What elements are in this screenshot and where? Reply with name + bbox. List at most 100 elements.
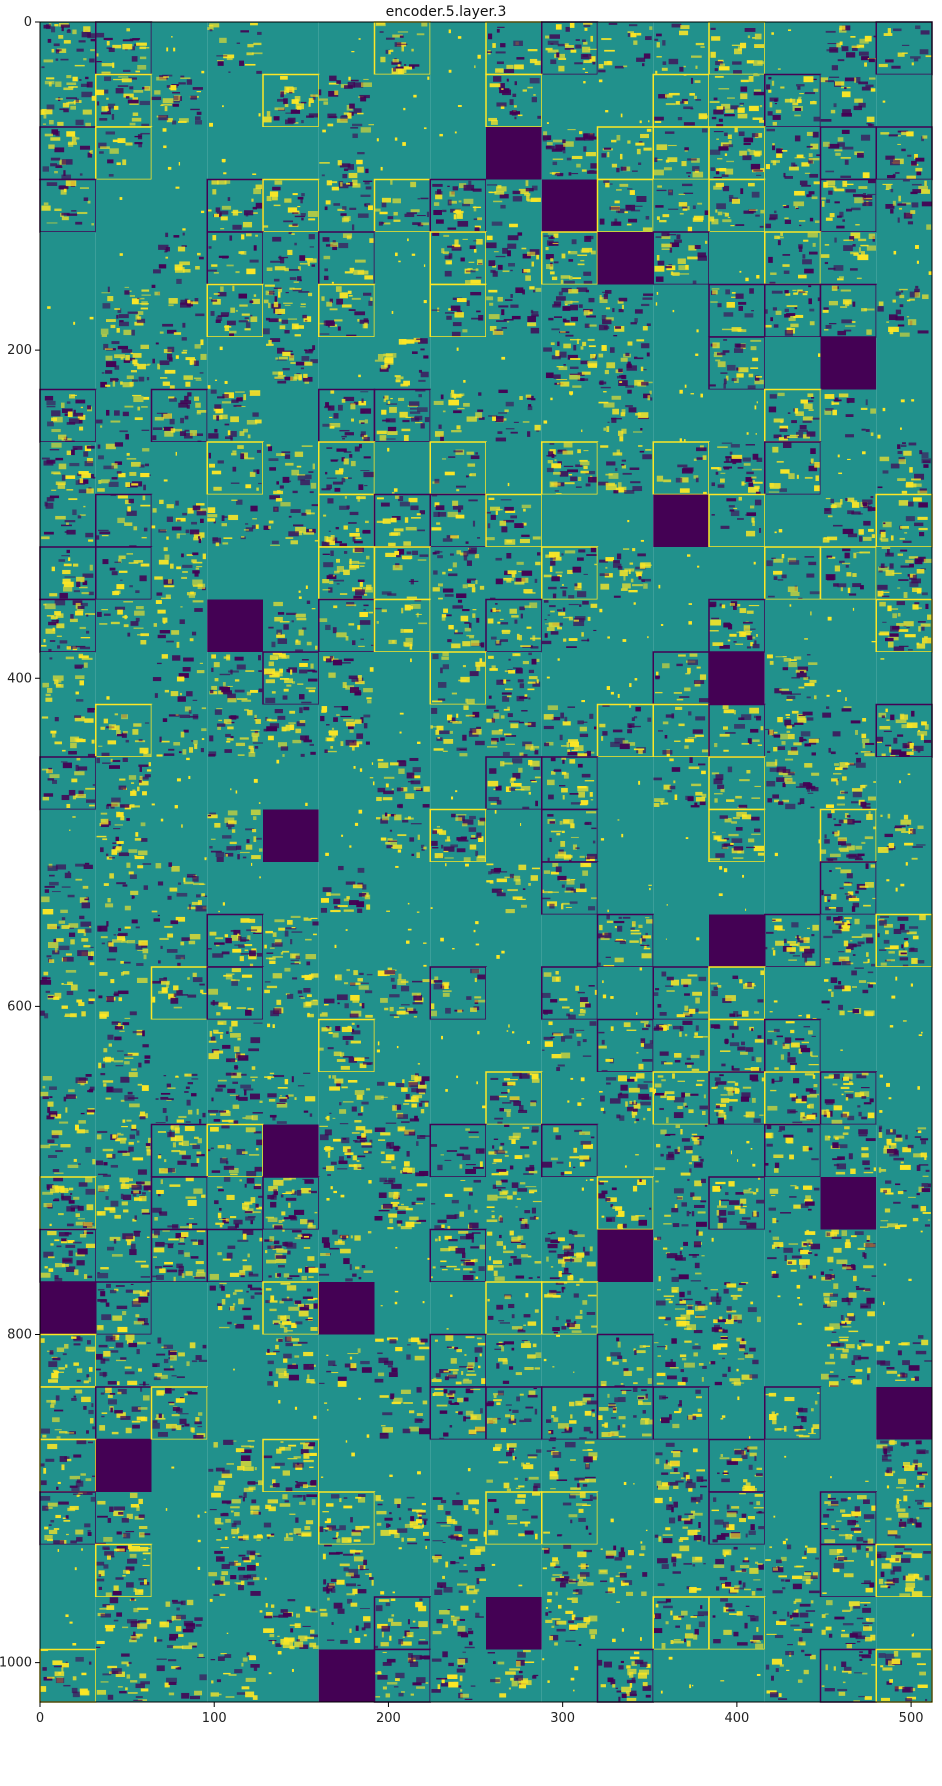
activation-speck	[581, 429, 583, 433]
activation-speck	[74, 716, 85, 722]
activation-speck	[804, 638, 808, 640]
activation-speck	[66, 549, 70, 554]
activation-speck	[549, 34, 560, 39]
activation-speck	[168, 298, 178, 304]
activation-speck	[351, 678, 359, 682]
heatmap-tile	[709, 232, 765, 285]
heatmap-tile	[653, 389, 709, 442]
activation-speck	[497, 296, 503, 302]
activation-speck	[497, 26, 505, 28]
activation-speck	[859, 38, 869, 44]
activation-speck	[693, 215, 704, 221]
activation-speck	[357, 112, 364, 115]
activation-speck	[123, 359, 131, 363]
activation-speck	[532, 536, 541, 540]
activation-speck	[898, 195, 901, 202]
activation-speck	[488, 314, 500, 320]
activation-speck	[117, 609, 123, 615]
activation-speck	[866, 245, 877, 251]
activation-speck	[512, 190, 521, 195]
activation-speck	[765, 223, 772, 229]
activation-speck	[648, 120, 650, 123]
activation-speck	[551, 276, 558, 281]
activation-speck	[298, 590, 301, 593]
activation-speck	[60, 189, 67, 195]
activation-speck	[189, 359, 197, 365]
activation-speck	[76, 608, 84, 612]
activation-speck	[756, 716, 762, 721]
heatmap-cell	[374, 284, 431, 337]
activation-speck	[632, 584, 643, 587]
activation-speck	[488, 191, 493, 193]
activation-speck	[401, 339, 406, 344]
activation-speck	[904, 634, 916, 638]
activation-speck	[759, 225, 764, 228]
activation-speck	[587, 638, 590, 642]
activation-speck	[250, 22, 258, 26]
activation-speck	[228, 514, 239, 521]
activation-speck	[837, 689, 842, 693]
activation-speck	[368, 205, 373, 211]
activation-speck	[176, 778, 181, 782]
activation-speck	[101, 372, 105, 374]
activation-speck	[41, 768, 49, 771]
activation-speck	[514, 64, 524, 70]
activation-speck	[679, 389, 683, 394]
activation-speck	[117, 308, 122, 313]
activation-speck	[863, 520, 871, 526]
heatmap-cell	[40, 704, 96, 757]
heatmap-tile	[374, 442, 431, 495]
activation-speck	[409, 408, 418, 410]
activation-speck	[131, 329, 135, 336]
activation-speck	[525, 275, 531, 281]
activation-speck	[492, 265, 497, 268]
activation-speck	[587, 616, 591, 621]
activation-speck	[882, 621, 887, 623]
activation-speck	[637, 553, 646, 557]
activation-speck	[503, 708, 510, 711]
activation-speck	[893, 646, 905, 651]
activation-speck	[385, 418, 396, 423]
activation-speck	[783, 270, 790, 274]
heatmap-tile	[652, 73, 710, 128]
heatmap-cell	[653, 337, 709, 390]
activation-speck	[841, 112, 852, 117]
activation-speck	[443, 234, 450, 237]
activation-speck	[642, 454, 652, 460]
activation-speck	[68, 86, 78, 88]
heatmap-tile	[318, 337, 375, 390]
activation-speck	[124, 405, 134, 408]
activation-speck	[774, 531, 777, 534]
activation-speck	[282, 476, 290, 483]
activation-speck	[822, 712, 832, 718]
activation-speck	[123, 329, 132, 336]
activation-speck	[308, 101, 311, 107]
activation-speck	[70, 736, 80, 743]
activation-speck	[490, 506, 501, 511]
activation-speck	[868, 233, 876, 239]
activation-speck	[871, 507, 877, 511]
activation-speck	[417, 407, 428, 412]
activation-speck	[387, 426, 397, 432]
activation-speck	[523, 268, 531, 273]
activation-speck	[133, 723, 142, 727]
activation-speck	[56, 164, 62, 168]
activation-speck	[310, 359, 318, 364]
activation-speck	[588, 324, 597, 327]
activation-speck	[840, 498, 843, 505]
activation-speck	[562, 721, 571, 726]
activation-speck	[208, 433, 219, 439]
activation-speck	[151, 525, 156, 529]
activation-speck	[343, 525, 348, 530]
activation-speck	[244, 210, 254, 216]
activation-speck	[632, 431, 643, 433]
activation-speck	[855, 77, 861, 83]
activation-speck	[299, 707, 303, 714]
activation-speck	[236, 698, 248, 700]
activation-speck	[196, 410, 207, 413]
activation-speck	[777, 68, 781, 70]
activation-speck	[592, 60, 596, 65]
activation-speck	[121, 78, 132, 83]
activation-speck	[200, 518, 204, 523]
activation-speck	[924, 180, 927, 187]
